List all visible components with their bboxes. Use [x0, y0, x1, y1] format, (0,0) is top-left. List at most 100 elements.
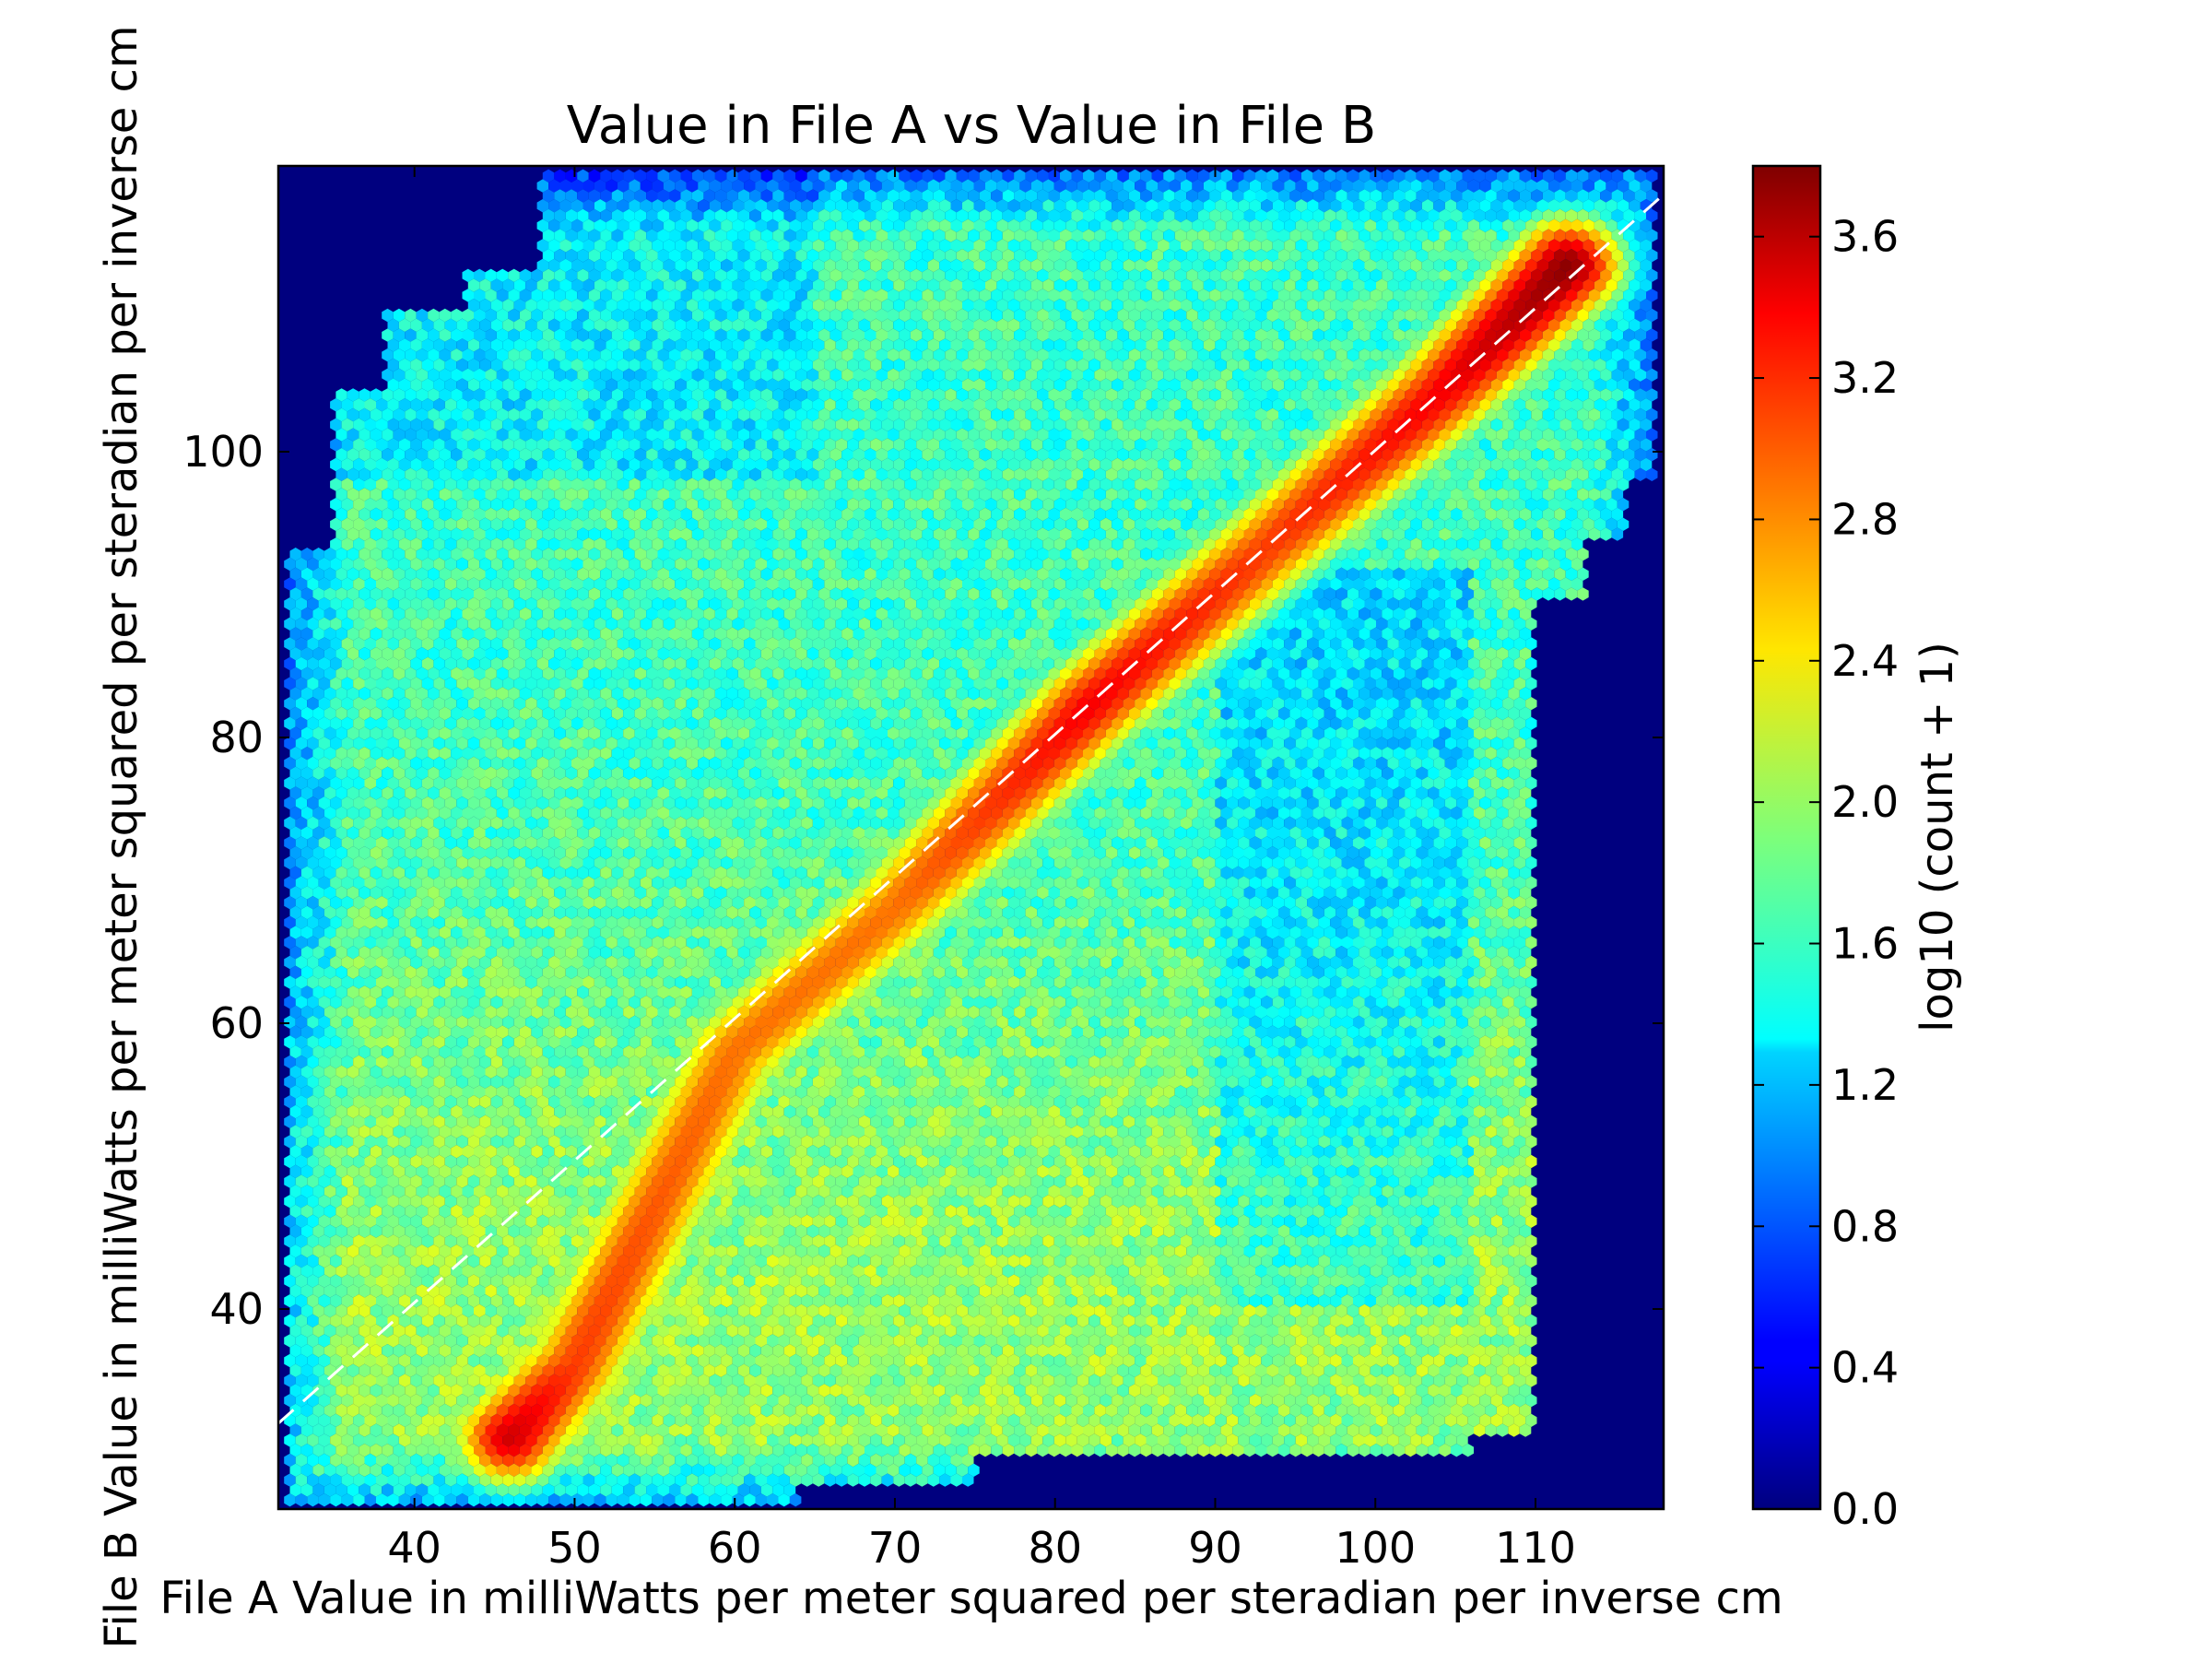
hexbin-cell [1083, 189, 1095, 203]
hexbin-cell [1353, 239, 1365, 253]
hexbin-cell [1025, 189, 1038, 203]
hexbin-cell [559, 218, 571, 232]
hexbin-cell [1525, 239, 1537, 253]
hexbin-cell [1353, 218, 1365, 232]
hexbin-cell [1284, 218, 1296, 232]
hexbin-cell [1554, 208, 1566, 223]
hexbin-cell [841, 229, 853, 242]
hexbin-cell [646, 208, 658, 223]
hexbin-cell [1565, 169, 1578, 183]
hexbin-cell [1100, 218, 1112, 232]
hexbin-cell [542, 169, 555, 183]
hexbin-cell [1226, 199, 1239, 213]
hexbin-cell [691, 189, 704, 203]
chart-title: Value in File A vs Value in File B [567, 96, 1377, 156]
hexbin-cell [1583, 218, 1594, 232]
hexbin-cell [1513, 239, 1526, 253]
hexbin-cell [646, 169, 658, 183]
hexbin-cell [1629, 199, 1641, 213]
hexbin-cell [1002, 208, 1015, 223]
hexbin-cell [1571, 239, 1583, 253]
hexbin-cell [542, 229, 555, 242]
hexbin-cell [1600, 169, 1612, 183]
hexbin-cell [1359, 208, 1371, 223]
hexbin-cell [594, 239, 606, 253]
hexbin-cell [767, 179, 779, 193]
hexbin-cell [1278, 189, 1290, 203]
hexbin-cell [1123, 218, 1135, 232]
hexbin-cell [1433, 179, 1445, 193]
hexbin-cell [933, 229, 946, 242]
hexbin-cell [1289, 229, 1301, 242]
hexbin-cell [1634, 189, 1646, 203]
hexbin-cell [1112, 239, 1124, 253]
hexbin-cell [1151, 208, 1164, 223]
hexbin-cell [675, 199, 687, 213]
hexbin-cell [1272, 239, 1285, 253]
hexbin-cell [1255, 208, 1267, 223]
hexbin-cell [812, 218, 825, 232]
hexbin-cell [1077, 218, 1089, 232]
hexbin-cell [1112, 218, 1124, 232]
hexbin-cell [1238, 239, 1250, 253]
hexbin-cell [669, 229, 681, 242]
hexbin-cell [1312, 189, 1324, 203]
hexbin-cell [1238, 199, 1250, 213]
hexbin-cell [1025, 169, 1038, 183]
hexbin-cell [1536, 179, 1548, 193]
hexbin-cell [1577, 169, 1589, 183]
hexbin-cell [623, 229, 635, 242]
hexbin-cell [1186, 169, 1198, 183]
hexbin-cell [865, 249, 877, 263]
hexbin-cell [1163, 169, 1175, 183]
hexbin-cell [1192, 199, 1204, 213]
hexbin-cell [634, 169, 647, 183]
hexbin-cell [1300, 208, 1313, 223]
hexbin-cell [824, 239, 836, 253]
hexbin-cell [1272, 179, 1285, 193]
hexbin-cell [973, 179, 985, 193]
hexbin-cell [806, 249, 819, 263]
hexbin-cell [801, 218, 813, 232]
hexbin-cell [870, 199, 882, 213]
hexbin-cell [554, 189, 566, 203]
hexbin-cell [680, 208, 692, 223]
hexbin-cell [1053, 218, 1066, 232]
hexbin-cell [1220, 208, 1233, 223]
hexbin-cell [1169, 218, 1181, 232]
hexbin-cell [876, 169, 888, 183]
hexbin-cell [1255, 169, 1267, 183]
hexbin-cell [1364, 179, 1376, 193]
hexbin-cell [1490, 179, 1503, 193]
hexbin-cell [835, 199, 848, 213]
hexbin-cell [801, 199, 813, 213]
hexbin-cell [1451, 189, 1463, 203]
hexbin-cell [1405, 169, 1417, 183]
hexbin-cell [1140, 189, 1152, 203]
hexbin-cell [703, 189, 715, 203]
hexbin-cell [1071, 229, 1083, 242]
hexbin-cell [600, 229, 612, 242]
hexbin-cell [744, 218, 756, 232]
hexbin-cell [1146, 179, 1158, 193]
hexbin-cell [698, 218, 710, 232]
hexbin-cell [1502, 218, 1514, 232]
hexbin-cell [1353, 199, 1365, 213]
hexbin-cell [1559, 199, 1571, 213]
hexbin-cell [1117, 208, 1129, 223]
hexbin-cell [646, 229, 658, 242]
hexbin-cell [870, 239, 882, 253]
hexbin-cell [1019, 239, 1031, 253]
hexbin-cell [1249, 239, 1262, 253]
hexbin-cell [1462, 229, 1474, 242]
hexbin-cell [703, 249, 715, 263]
hexbin-cell [1335, 208, 1347, 223]
hexbin-cell [600, 169, 612, 183]
hexbin-cell [853, 229, 865, 242]
hexbin-cell [709, 239, 722, 253]
hexbin-cell [1490, 218, 1503, 232]
hexbin-cell [1588, 189, 1601, 203]
hexbin-cell [542, 208, 555, 223]
hexbin-cell [876, 229, 888, 242]
hexbin-cell [1428, 208, 1440, 223]
